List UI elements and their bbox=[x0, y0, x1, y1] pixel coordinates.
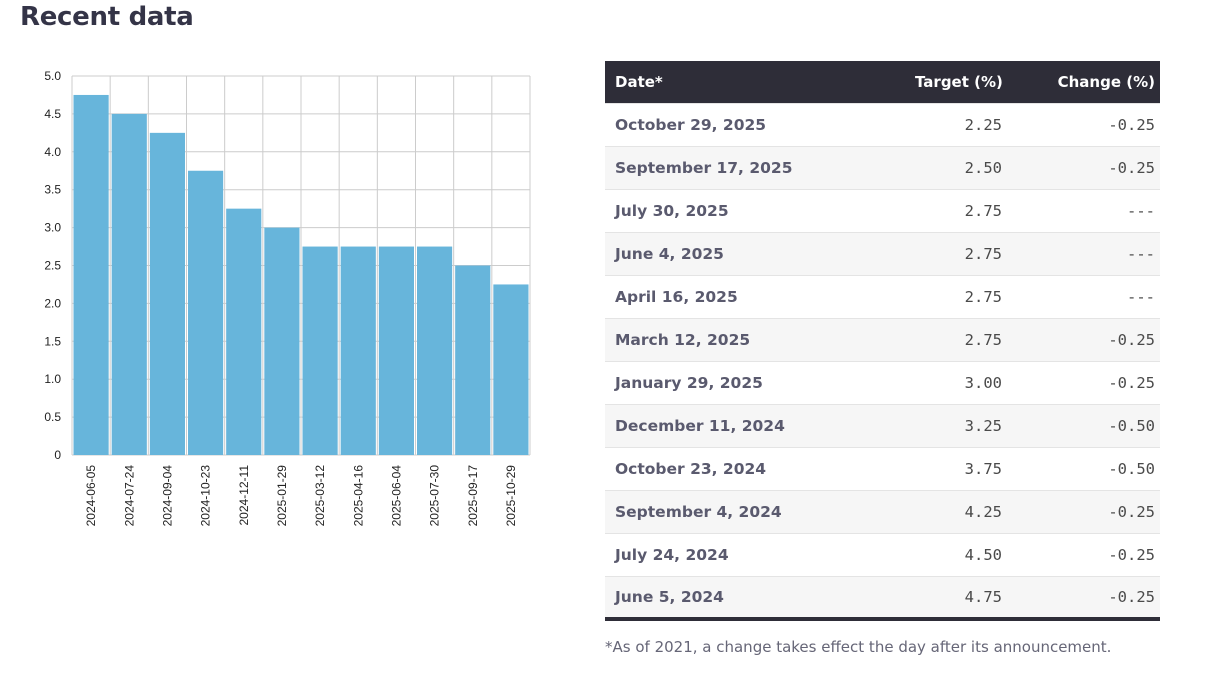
row-change: -0.25 bbox=[1108, 545, 1155, 564]
row-target: 2.25 bbox=[964, 115, 1002, 134]
rate-table-container: Date* Target (%) Change (%) October 29, … bbox=[605, 61, 1160, 621]
y-tick-label: 5.0 bbox=[44, 69, 61, 83]
x-tick-label: 2025-01-29 bbox=[275, 465, 289, 527]
row-change: -0.25 bbox=[1108, 502, 1155, 521]
row-change: --- bbox=[1127, 287, 1155, 306]
bar bbox=[226, 208, 262, 455]
row-change: -0.25 bbox=[1108, 373, 1155, 392]
x-tick-label: 2025-09-17 bbox=[466, 465, 480, 527]
y-tick-label: 3.0 bbox=[44, 221, 61, 235]
row-change: -0.50 bbox=[1108, 416, 1155, 435]
x-tick-label: 2025-10-29 bbox=[504, 465, 518, 527]
y-tick-label: 1.5 bbox=[44, 334, 61, 348]
y-tick-label: 2.0 bbox=[44, 296, 61, 310]
row-target: 2.75 bbox=[964, 201, 1002, 220]
bar bbox=[111, 113, 147, 456]
row-change: -0.25 bbox=[1108, 115, 1155, 134]
rate-bar-chart: 0 0.5 1.0 1.5 2.0 2.5 3.0 3.5 4.0 4.5 5.0 2024-06-… bbox=[44, 69, 531, 527]
row-target: 3.75 bbox=[964, 459, 1002, 478]
y-tick-label: 0.5 bbox=[44, 410, 61, 424]
row-change: --- bbox=[1127, 201, 1155, 220]
table-row: April 16, 2025 2.75 --- bbox=[605, 275, 1160, 318]
table-row: March 12, 2025 2.75 -0.25 bbox=[605, 318, 1160, 361]
table-row: January 29, 2025 3.00 -0.25 bbox=[605, 361, 1160, 404]
row-date: January 29, 2025 bbox=[615, 373, 763, 392]
x-tick-label: 2024-06-05 bbox=[84, 465, 98, 527]
row-date: April 16, 2025 bbox=[615, 287, 738, 306]
x-tick-label: 2025-06-04 bbox=[389, 465, 403, 527]
row-date: June 5, 2024 bbox=[615, 587, 724, 606]
row-target: 3.00 bbox=[964, 373, 1002, 392]
x-tick-label: 2024-07-24 bbox=[122, 465, 136, 527]
table-row: October 23, 2024 3.75 -0.50 bbox=[605, 447, 1160, 490]
x-tick-label: 2024-09-04 bbox=[160, 465, 174, 527]
x-tick-label: 2025-07-30 bbox=[428, 465, 442, 527]
bar bbox=[340, 246, 376, 455]
row-target: 4.25 bbox=[964, 502, 1002, 521]
header-change: Change (%) bbox=[1057, 72, 1155, 91]
header-target: Target (%) bbox=[915, 72, 1003, 91]
row-change: -0.25 bbox=[1108, 158, 1155, 177]
table-row: September 17, 2025 2.50 -0.25 bbox=[605, 146, 1160, 189]
y-axis-ticks: 0 0.5 1.0 1.5 2.0 2.5 3.0 3.5 4.0 4.5 5.0 bbox=[44, 69, 61, 462]
row-target: 2.75 bbox=[964, 287, 1002, 306]
x-axis-ticks: 2024-06-05 2024-07-24 2024-09-04 2024-10-23… bbox=[84, 465, 518, 527]
table-row: July 30, 2025 2.75 --- bbox=[605, 189, 1160, 232]
table-row: September 4, 2024 4.25 -0.25 bbox=[605, 490, 1160, 533]
y-tick-label: 4.0 bbox=[44, 145, 61, 159]
bar bbox=[188, 170, 224, 455]
table-row: July 24, 2024 4.50 -0.25 bbox=[605, 533, 1160, 576]
table-row: October 29, 2025 2.25 -0.25 bbox=[605, 103, 1160, 146]
bar bbox=[493, 284, 529, 455]
bar bbox=[378, 246, 414, 455]
bar bbox=[302, 246, 338, 455]
row-date: October 29, 2025 bbox=[615, 115, 767, 134]
row-change: -0.25 bbox=[1108, 330, 1155, 349]
bar bbox=[73, 94, 109, 455]
row-change: -0.25 bbox=[1108, 587, 1155, 606]
y-tick-label: 2.5 bbox=[44, 259, 61, 273]
row-target: 3.25 bbox=[964, 416, 1002, 435]
table-header-row: Date* Target (%) Change (%) bbox=[605, 61, 1160, 103]
row-change: -0.50 bbox=[1108, 459, 1155, 478]
row-target: 2.75 bbox=[964, 330, 1002, 349]
rate-table: Date* Target (%) Change (%) October 29, … bbox=[605, 61, 1160, 621]
bar bbox=[455, 265, 491, 455]
table-row: June 5, 2024 4.75 -0.25 bbox=[605, 576, 1160, 619]
section-heading: Recent data bbox=[20, 2, 194, 32]
row-target: 4.50 bbox=[964, 545, 1002, 564]
row-date: December 11, 2024 bbox=[615, 416, 785, 435]
row-target: 2.75 bbox=[964, 244, 1002, 263]
row-date: July 30, 2025 bbox=[615, 201, 729, 220]
row-change: --- bbox=[1127, 244, 1155, 263]
x-tick-label: 2024-10-23 bbox=[199, 465, 213, 527]
row-date: September 17, 2025 bbox=[615, 158, 793, 177]
table-row: December 11, 2024 3.25 -0.50 bbox=[605, 404, 1160, 447]
row-date: July 24, 2024 bbox=[615, 545, 729, 564]
x-tick-label: 2025-03-12 bbox=[313, 465, 327, 527]
header-date: Date* bbox=[615, 72, 663, 91]
bar bbox=[149, 132, 185, 455]
row-date: October 23, 2024 bbox=[615, 459, 767, 478]
row-date: June 4, 2025 bbox=[615, 244, 724, 263]
y-tick-label: 1.0 bbox=[44, 372, 61, 386]
row-date: March 12, 2025 bbox=[615, 330, 751, 349]
x-tick-label: 2025-04-16 bbox=[351, 465, 365, 527]
row-target: 2.50 bbox=[964, 158, 1002, 177]
footnote: *As of 2021, a change takes effect the d… bbox=[605, 638, 1112, 656]
y-tick-label: 4.5 bbox=[44, 107, 61, 121]
y-tick-label: 0 bbox=[54, 448, 61, 462]
x-tick-label: 2024-12-11 bbox=[237, 465, 251, 526]
chart-grid bbox=[71, 75, 531, 456]
row-date: September 4, 2024 bbox=[615, 502, 782, 521]
bar bbox=[264, 227, 300, 455]
row-target: 4.75 bbox=[964, 587, 1002, 606]
y-tick-label: 3.5 bbox=[44, 183, 61, 197]
chart-bars bbox=[73, 94, 529, 456]
bar bbox=[417, 246, 453, 455]
table-row: June 4, 2025 2.75 --- bbox=[605, 232, 1160, 275]
